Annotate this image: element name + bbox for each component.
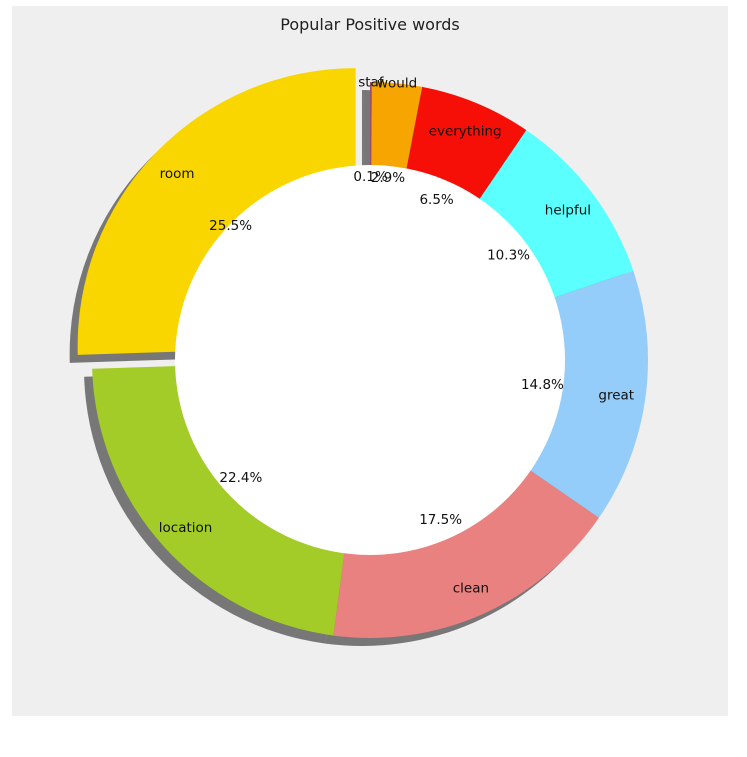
label-layer: room 25.5% location 22.4% clean 17.5% great 14.… — [159, 74, 634, 596]
donut-hole — [175, 165, 565, 555]
chart-title: Popular Positive words — [280, 15, 460, 34]
slice-percent-room: 25.5% — [209, 218, 252, 234]
slice-label-location: location — [159, 520, 213, 536]
slice-label-helpful: helpful — [545, 202, 591, 218]
slice-label-room: room — [160, 166, 195, 182]
slice-percent-helpful: 10.3% — [487, 248, 530, 264]
slice-label-would: would — [377, 76, 417, 92]
slice-label-clean: clean — [453, 580, 489, 596]
slice-percent-would: 2.9% — [371, 170, 405, 186]
slice-percent-staf: 0.1% — [353, 169, 387, 185]
slice-label-great: great — [598, 387, 634, 403]
slice-percent-location: 22.4% — [219, 470, 262, 486]
slice-label-everything: everything — [429, 123, 502, 139]
slice-label-staf: staf — [358, 74, 385, 90]
slice-percent-clean: 17.5% — [419, 512, 462, 528]
slice-percent-everything: 6.5% — [419, 192, 453, 208]
slice-percent-great: 14.8% — [521, 377, 564, 393]
